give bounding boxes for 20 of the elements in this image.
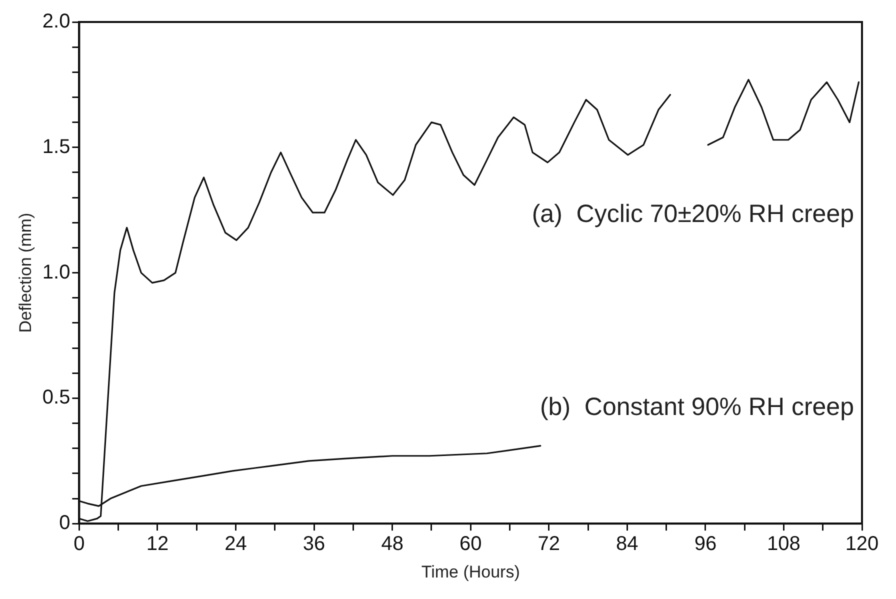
annotation: (b) Constant 90% RH creep — [540, 393, 854, 422]
x-tick-label: 96 — [694, 533, 717, 556]
y-tick-label: 2.0 — [42, 10, 70, 33]
x-tick-label: 84 — [616, 533, 638, 556]
x-tick-label: 60 — [459, 533, 482, 556]
y-tick-label: 1.0 — [42, 261, 70, 284]
y-tick-label: 0 — [59, 512, 70, 534]
x-tick-label: 120 — [845, 533, 879, 556]
y-axis-title: Deflection (mm) — [16, 212, 35, 333]
x-tick-label: 12 — [146, 533, 169, 556]
y-tick-label: 0.5 — [42, 386, 70, 409]
x-tick-label: 24 — [224, 533, 247, 556]
x-tick-label: 72 — [538, 533, 560, 556]
annotation: (a) Cyclic 70±20% RH creep — [532, 200, 854, 228]
y-tick-label: 1.5 — [42, 136, 70, 158]
x-tick-label: 36 — [302, 533, 326, 556]
x-tick-label: 48 — [381, 533, 404, 556]
x-axis-title: Time (Hours) — [421, 562, 520, 582]
x-tick-label: 0 — [74, 533, 85, 556]
x-tick-label: 108 — [767, 533, 800, 556]
